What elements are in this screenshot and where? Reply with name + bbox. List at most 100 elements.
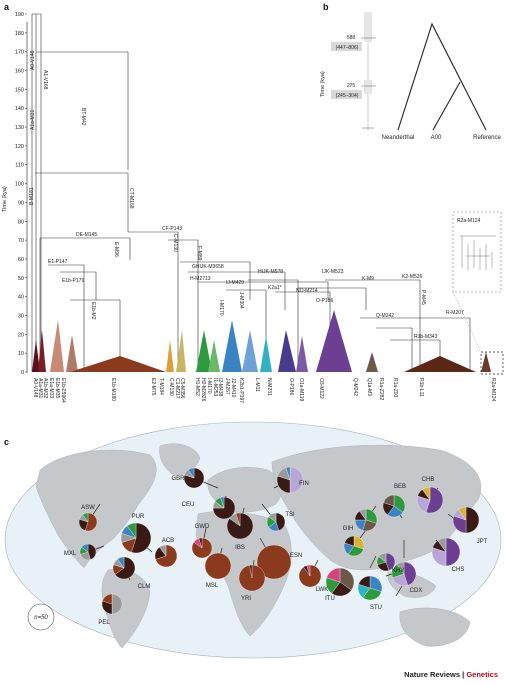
population-label-gbr: GBR (171, 476, 185, 482)
population-label-ceu: CEU (182, 502, 195, 508)
clade-c (176, 330, 186, 372)
population-label-ibs: IBS (235, 545, 245, 551)
panel-a-letter: a (4, 2, 10, 12)
pie-slice-jpt (458, 506, 467, 521)
pie-slice-acb (155, 544, 178, 568)
y-tick-label: 40 (18, 295, 24, 301)
tip-label: H2-M2826 (200, 378, 206, 402)
population-label-stu: STU (370, 605, 382, 611)
y-tick-label: 120 (15, 144, 24, 150)
node2-ci-bar (364, 80, 372, 94)
pie-slice-pur (126, 522, 137, 539)
population-label-beb: BEB (394, 484, 406, 490)
journal-section: Genetics (466, 670, 498, 679)
panel-c-letter: c (4, 437, 9, 447)
pie-slice-msl (204, 552, 232, 580)
branch-label: E1b-M2 (90, 302, 96, 320)
node1-value: 588 (347, 35, 356, 41)
tip-label: R1b-L11 (418, 378, 424, 397)
population-label-gwd: GWD (195, 524, 210, 530)
sample-size-legend-text: n=50 (34, 615, 48, 621)
panel-c: c (4, 421, 502, 659)
panel-a-ylabel: Time (kya) (2, 186, 8, 212)
pie-slice-beb (393, 494, 406, 513)
population-label-chs: CHS (452, 567, 465, 573)
pie-slice-fin (289, 466, 304, 494)
pie-slice-pur (131, 522, 152, 554)
y-tick-label: 0 (21, 370, 24, 376)
inset-connector (452, 291, 482, 353)
clade-o3 (316, 310, 352, 372)
y-tick-label: 170 (15, 50, 24, 56)
pie-slice-asw (85, 512, 98, 532)
branch-label: R1b-M343 (414, 334, 438, 340)
y-tick-label: 130 (15, 125, 24, 131)
clade-i (222, 320, 242, 372)
clade-h2 (208, 340, 220, 372)
node1-ci-bar (364, 12, 372, 42)
sample-size-legend-circle (27, 603, 55, 631)
clade-e1b-m180 (70, 356, 166, 372)
tip-label: T-M184 (158, 378, 164, 395)
y-tick-label: 160 (15, 69, 24, 75)
tip-label: A0-V148 (32, 378, 38, 398)
pie-slice-tsi (275, 512, 286, 531)
clade-q (366, 352, 378, 372)
population-labels: ASW PUR MXL CLM ACB PEL GBR CEU IBS TSI FIN GWD MSL E… (64, 476, 488, 626)
tip-label: J2-M410 (230, 378, 236, 398)
pie-slice-tsi (268, 512, 277, 523)
y-tick-label: 50 (18, 276, 24, 282)
y-tick-label: 60 (18, 257, 24, 263)
branch-label: Q-M242 (376, 313, 394, 319)
tip-label: E1b-M180 (110, 378, 116, 401)
branch-label: K2a1* (268, 285, 282, 291)
clade-h (196, 330, 212, 372)
population-label-cdx: CDX (410, 588, 423, 594)
population-label-esn: ESN (290, 553, 302, 559)
tip-label: E1b-Z5964 (60, 378, 66, 403)
population-label-chb: CHB (422, 477, 435, 483)
tip-label: R2a-M124 (490, 378, 496, 402)
y-tick-label: 150 (15, 87, 24, 93)
clade-triangles (32, 310, 491, 372)
population-label-acb: ACB (162, 538, 174, 544)
panel-b-tree (397, 22, 487, 131)
clade-e1a (50, 320, 64, 372)
pie-slice-cdx (396, 561, 405, 575)
south-america (101, 568, 151, 649)
tip-label: Q-M242 (352, 378, 358, 396)
tip-label: J-M267 (224, 378, 230, 395)
tip-label: N-M231 (266, 378, 272, 396)
pie-slice-ceu (220, 496, 225, 509)
pie-slice-ceu (212, 496, 236, 520)
branch-label: J-M304 (238, 292, 244, 309)
population-label-pel: PEL (98, 620, 110, 626)
pie-slice-stu (358, 575, 371, 589)
node1-range: (447–806) (336, 45, 359, 51)
branch-label: H-M2713 (190, 276, 211, 282)
pie-slice-gwd (198, 537, 203, 549)
tip-label: K2b1-P397 (238, 378, 244, 403)
pie-slice-khv (378, 552, 387, 563)
branch-label: E1b-P179 (62, 278, 84, 284)
pie-slice-clm (117, 556, 125, 569)
panel-a: a Time (kya) 0 10 20 30 40 50 60 70 80 90 100 110 12… (2, 2, 504, 403)
journal-footer: Nature Reviews | Genetics (404, 670, 498, 679)
pie-slice-clm (114, 556, 136, 580)
continents (35, 443, 482, 649)
australia (399, 607, 471, 647)
population-label-tsi: TSI (285, 512, 295, 518)
branch-label: HIJK-M578 (258, 269, 283, 275)
branch-label: K-M9 (362, 276, 374, 282)
journal-name: Nature Reviews (404, 670, 461, 679)
tip-label: L-M11 (254, 378, 260, 392)
branch-label: F-M89 (196, 246, 202, 261)
branch-labels: A0-V148 A1-V168 A1a-M31 BT-M42 B-M181 CT… (29, 50, 464, 340)
branch-label: B-M181 (29, 187, 35, 205)
pie-slice-ibs (235, 512, 241, 527)
population-label-msl: MSL (206, 583, 219, 589)
population-label-lwk: LWK (316, 587, 329, 593)
tip-label: C-M130 (168, 378, 174, 396)
tip-label: R1a-Z93 (392, 378, 398, 398)
